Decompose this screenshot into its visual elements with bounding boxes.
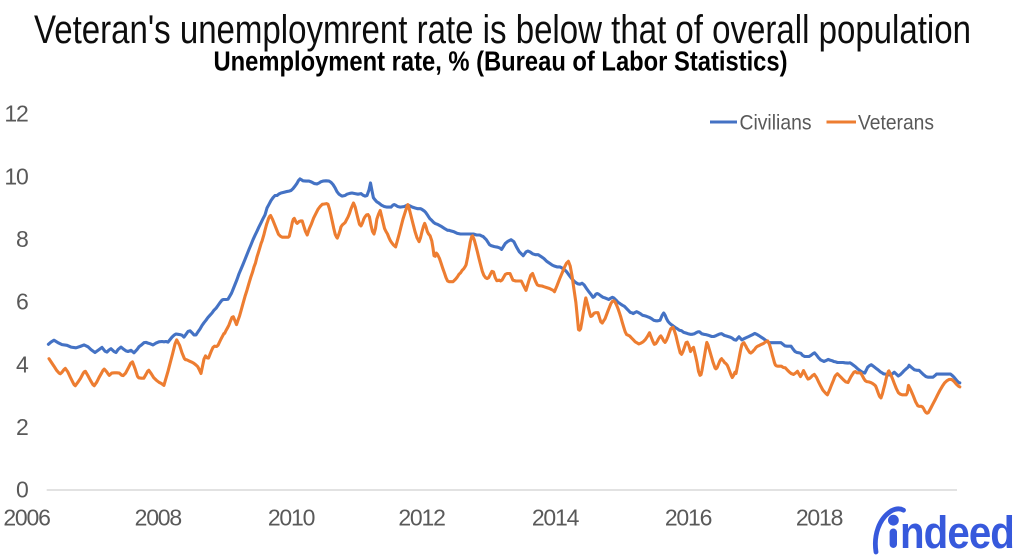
svg-text:2006: 2006 xyxy=(3,505,50,531)
svg-text:4: 4 xyxy=(16,351,29,377)
svg-text:0: 0 xyxy=(16,477,28,503)
svg-text:2: 2 xyxy=(16,414,28,440)
svg-text:2010: 2010 xyxy=(268,505,315,531)
svg-text:Veterans: Veterans xyxy=(858,112,934,135)
svg-text:12: 12 xyxy=(4,101,28,127)
svg-text:2008: 2008 xyxy=(135,505,182,531)
svg-text:6: 6 xyxy=(16,289,28,315)
svg-text:ndeed: ndeed xyxy=(900,507,1014,558)
svg-text:2014: 2014 xyxy=(532,505,580,531)
svg-text:Veteran's unemploymrent rate i: Veteran's unemploymrent rate is below th… xyxy=(34,8,971,52)
svg-text:2012: 2012 xyxy=(398,505,445,531)
svg-text:2016: 2016 xyxy=(665,505,712,531)
svg-text:Unemployment rate, % (Bureau o: Unemployment rate, % (Bureau of Labor St… xyxy=(214,46,788,77)
svg-text:Civilians: Civilians xyxy=(740,112,812,135)
svg-text:10: 10 xyxy=(4,163,28,189)
svg-text:8: 8 xyxy=(16,226,28,252)
svg-text:2018: 2018 xyxy=(796,505,843,531)
